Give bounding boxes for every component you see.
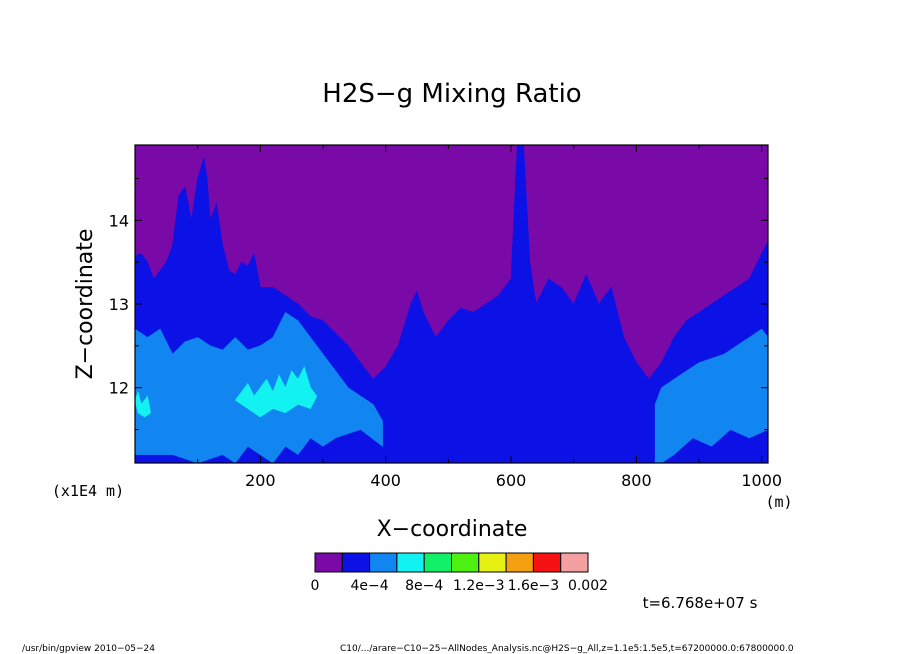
time-label: t=6.768e+07 s (643, 594, 758, 612)
colorbar-swatch (369, 552, 398, 573)
colorbar-swatch (505, 552, 534, 573)
colorbar-tick-label: 1.2e−3 (453, 578, 505, 594)
x-axis: 200 400 600 800 1000 (197, 145, 782, 490)
footer-source: C10/.../arare−C10−25−AllNodes_Analysis.n… (340, 644, 794, 654)
colorbar-tick-label: 8e−4 (405, 578, 443, 594)
footer-program: /usr/bin/gpview 2010−05−24 (22, 644, 155, 654)
x-axis-label: X−coordinate (377, 517, 528, 542)
colorbar-swatch (341, 552, 371, 573)
colorbar-swatch (451, 552, 480, 573)
y-axis: 12 13 14 (109, 177, 768, 431)
x-axis-unit: (m) (765, 493, 792, 511)
y-tick-label: 12 (109, 379, 129, 398)
colorbar-swatch (396, 552, 425, 573)
colorbar: 0 4e−4 8e−4 1.2e−3 1.6e−3 0.002 (311, 552, 608, 594)
y-axis-label: Z−coordinate (73, 229, 98, 380)
colorbar-tick-label: 0 (311, 578, 320, 594)
contour-field (135, 145, 768, 463)
contour-band-3 (234, 365, 318, 418)
contour-band-2 (654, 328, 768, 463)
colorbar-tick-label: 4e−4 (351, 578, 389, 594)
x-tick-label: 800 (621, 471, 652, 490)
y-tick-label: 13 (109, 295, 129, 314)
colorbar-swatch (314, 552, 343, 573)
contour-band-4 (135, 390, 152, 418)
colorbar-swatch (560, 552, 589, 573)
chart-title: H2S−g Mixing Ratio (322, 79, 581, 109)
contour-band-1 (135, 311, 383, 463)
y-tick-label: 14 (109, 211, 129, 230)
x-tick-label: 400 (370, 471, 401, 490)
y-axis-unit: (x1E4 m) (52, 482, 124, 500)
colorbar-swatch (478, 552, 507, 573)
x-tick-label: 1000 (741, 471, 782, 490)
colorbar-swatch (423, 552, 453, 573)
colorbar-tick-label: 1.6e−3 (508, 578, 560, 594)
colorbar-tick-label: 0.002 (568, 578, 608, 594)
colorbar-swatch (532, 552, 562, 573)
x-tick-label: 200 (245, 471, 276, 490)
x-tick-label: 600 (496, 471, 527, 490)
